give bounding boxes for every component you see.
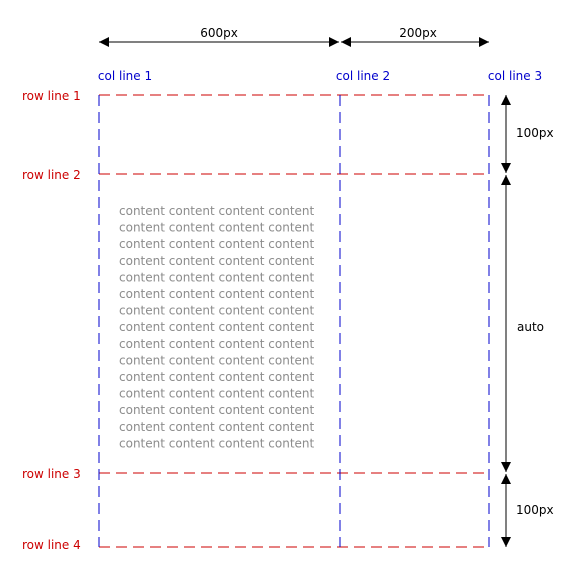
- content-line: content content content content: [119, 420, 315, 434]
- content-line: content content content content: [119, 270, 315, 284]
- content-line: content content content content: [119, 254, 315, 268]
- col-line-1-label: col line 1: [98, 69, 152, 83]
- row-line-1-label: row line 1: [22, 89, 81, 103]
- content-line: content content content content: [119, 204, 315, 218]
- row-line-4-label: row line 4: [22, 538, 81, 552]
- col-1-width-label: 600px: [200, 26, 238, 40]
- content-line: content content content content: [119, 221, 315, 235]
- row-line-2-label: row line 2: [22, 168, 81, 182]
- content-line: content content content content: [119, 237, 315, 251]
- content-line: content content content content: [119, 337, 315, 351]
- row-line-3-label: row line 3: [22, 467, 81, 481]
- row-3-height-label: 100px: [516, 503, 554, 517]
- content-line: content content content content: [119, 353, 315, 367]
- col-2-width-label: 200px: [399, 26, 437, 40]
- row-1-height-label: 100px: [516, 126, 554, 140]
- content-line: content content content content: [119, 320, 315, 334]
- grid-lines: [98, 94, 490, 548]
- row-height-arrows: 100px auto 100px: [501, 95, 554, 547]
- content-line: content content content content: [119, 403, 315, 417]
- col-line-2-label: col line 2: [336, 69, 390, 83]
- content-block: content content content content content c…: [119, 204, 315, 450]
- content-line: content content content content: [119, 370, 315, 384]
- row-2-height-label: auto: [517, 320, 544, 334]
- content-line: content content content content: [119, 387, 315, 401]
- content-line: content content content content: [119, 287, 315, 301]
- column-line-labels: col line 1 col line 2 col line 3: [98, 69, 542, 83]
- col-line-3-label: col line 3: [488, 69, 542, 83]
- content-line: content content content content: [119, 436, 315, 450]
- row-line-labels: row line 1 row line 2 row line 3 row lin…: [22, 89, 81, 552]
- column-width-arrows: 600px 200px: [99, 26, 489, 47]
- content-line: content content content content: [119, 304, 315, 318]
